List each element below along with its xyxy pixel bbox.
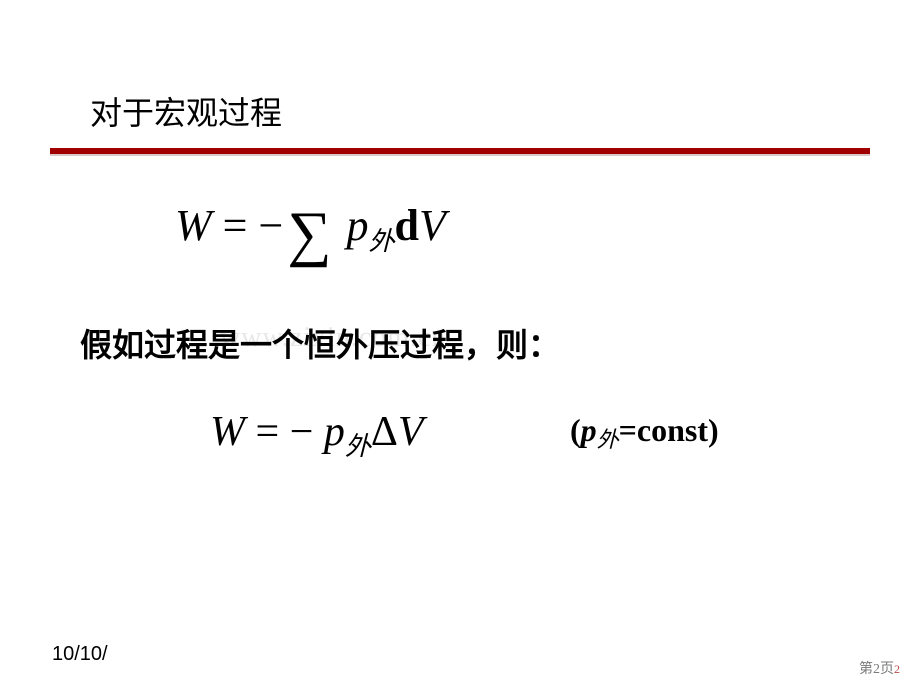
page-label: 第2页: [859, 662, 894, 677]
eq1-p: p: [347, 201, 369, 250]
eq1-minus: −: [258, 201, 283, 250]
eq2-V: V: [398, 409, 424, 455]
eq1-equals: =: [212, 201, 259, 250]
const-p-sub: 外: [597, 427, 619, 452]
const-note: (p外=const): [570, 412, 719, 454]
page-number-small: 2: [894, 662, 900, 676]
eq1-W: W: [175, 201, 212, 250]
slide: 对于宏观过程 www.zixin.com.cn W = −∑ p外dV 假如过程…: [0, 0, 920, 690]
equation-2: W = − p外ΔV: [210, 408, 424, 463]
slide-title: 对于宏观过程: [90, 88, 282, 134]
horizontal-rule-shadow: [50, 154, 870, 156]
sigma-symbol: ∑: [287, 203, 331, 265]
eq2-W: W: [210, 409, 245, 455]
eq1-d: d: [395, 201, 419, 250]
eq2-minus: −: [290, 409, 314, 455]
footer-date: 10/10/: [52, 643, 108, 666]
eq2-p-sub: 外: [345, 432, 371, 461]
const-rest: =const): [619, 412, 719, 448]
const-p: p: [581, 412, 597, 448]
eq2-p: p: [324, 409, 345, 455]
eq1-p-sub: 外: [369, 227, 395, 256]
eq2-equals: =: [245, 409, 290, 455]
footer-page: 第2页2: [859, 658, 900, 678]
equation-1: W = −∑ p外dV: [175, 200, 446, 265]
eq1-V: V: [419, 201, 446, 250]
eq2-delta: Δ: [371, 409, 398, 455]
body-text-line: 假如过程是一个恒外压过程，则：: [80, 320, 560, 366]
const-open: (: [570, 412, 581, 448]
